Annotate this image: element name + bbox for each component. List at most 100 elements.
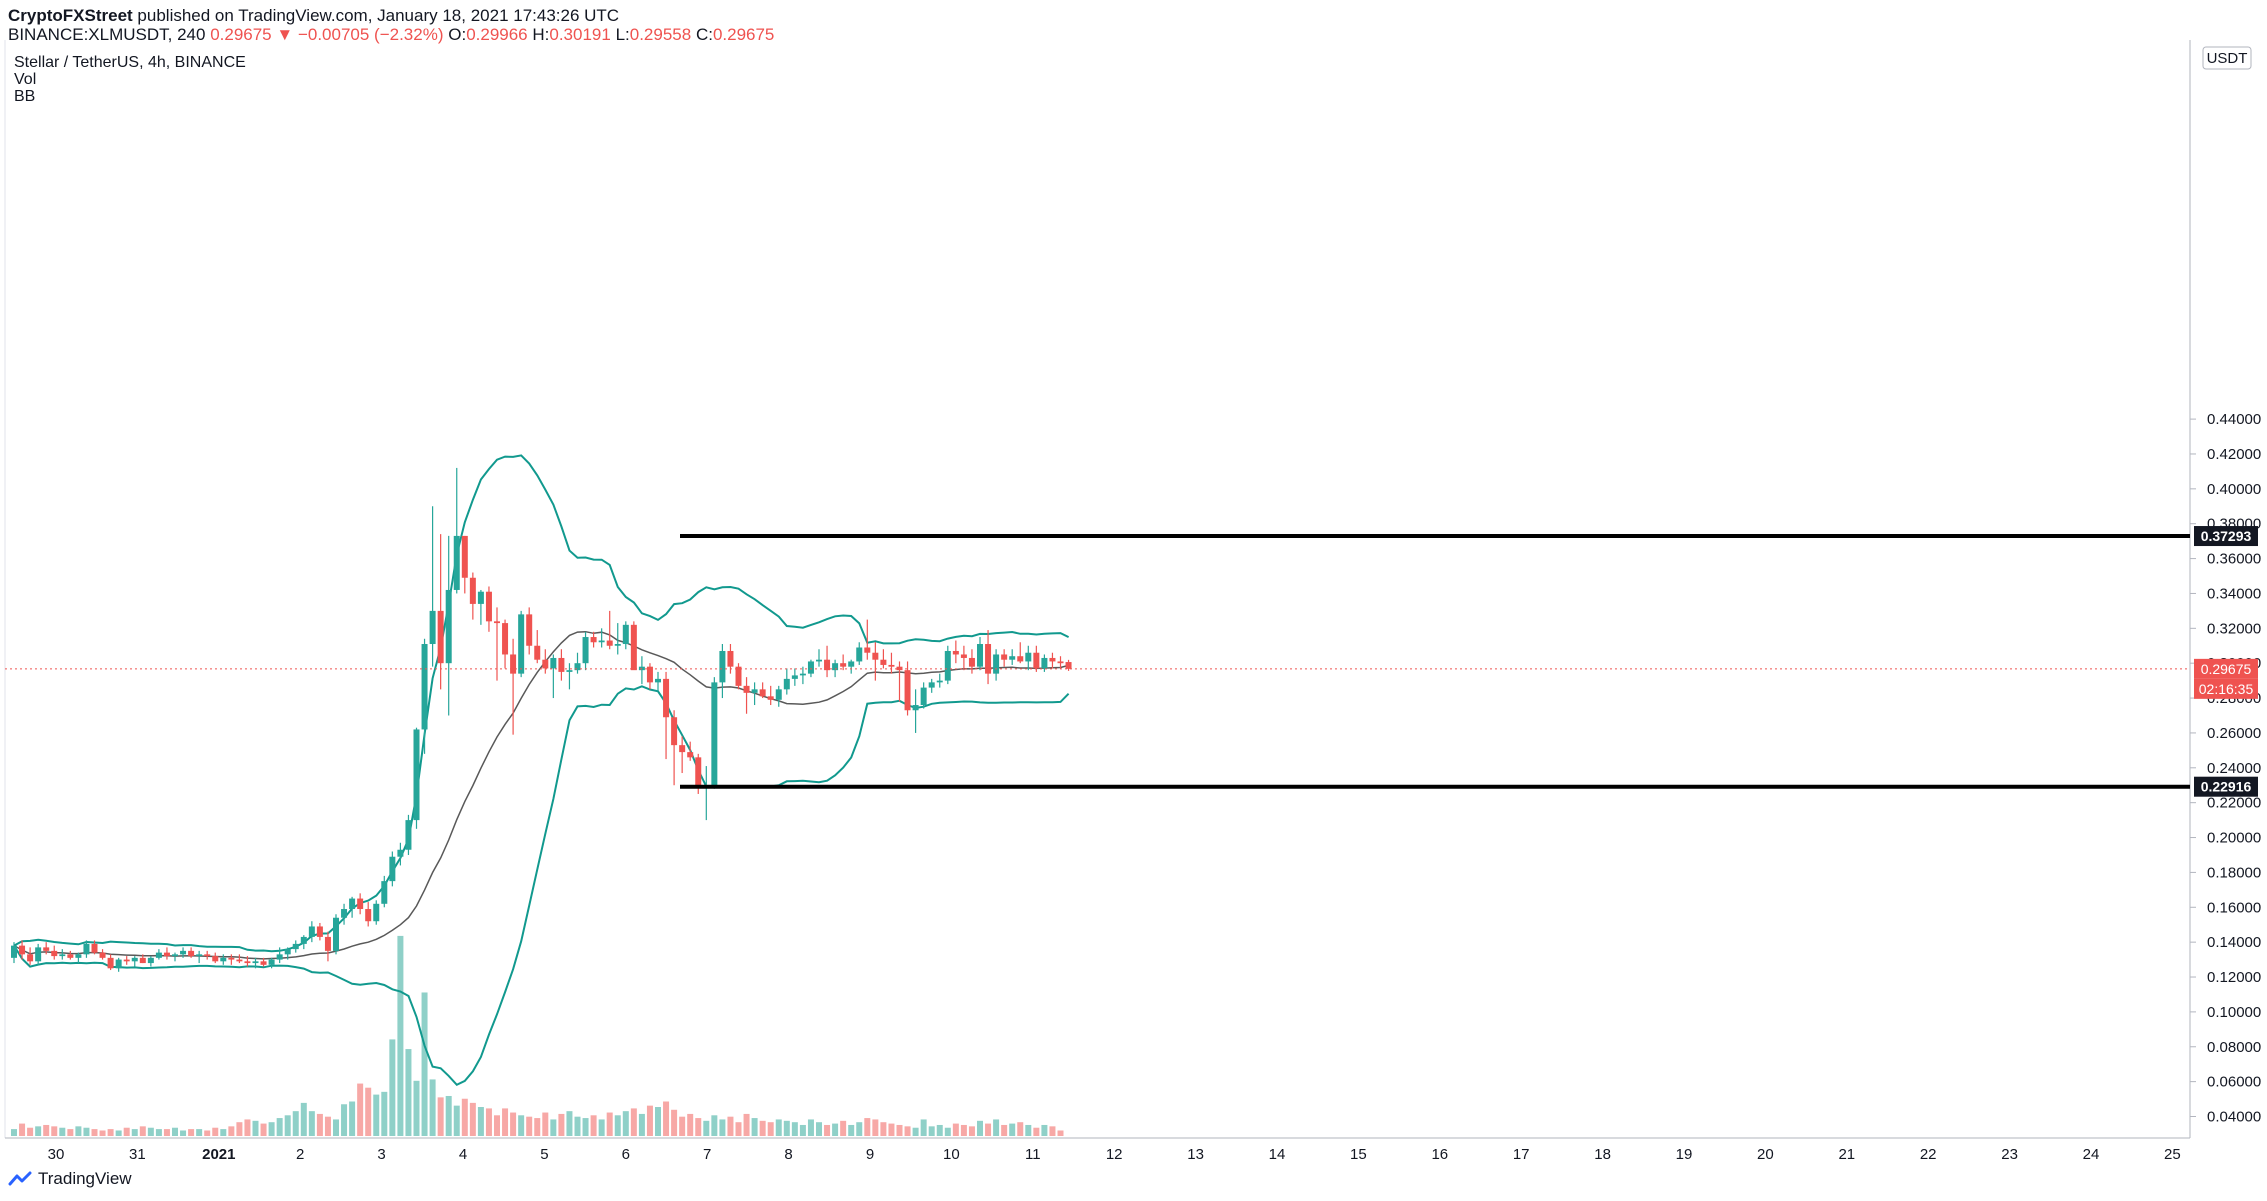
candle — [147, 956, 154, 967]
candle-body — [91, 943, 98, 953]
volume-bar — [83, 1127, 90, 1136]
tradingview-brand[interactable]: TradingView — [8, 1169, 132, 1189]
volume-bar — [872, 1119, 879, 1136]
time-axis[interactable]: 30 31 2021 2 3 4 5 6 7 8 9 10 11 12 13 14 15 16 17 18 19 20 21… — [48, 1146, 2181, 1163]
candle-body — [711, 682, 718, 786]
change-label: −0.00705 (−2.32%) — [297, 25, 444, 44]
candle-body — [389, 856, 396, 882]
candle — [19, 940, 26, 960]
countdown-badge — [2194, 678, 2258, 699]
candle — [566, 663, 573, 690]
candle — [590, 631, 597, 648]
candle — [968, 649, 975, 674]
volume-bar — [655, 1107, 661, 1136]
volume-bar — [51, 1126, 58, 1136]
volume-bar — [421, 992, 428, 1136]
volume-bar — [461, 1098, 468, 1136]
volume-bar — [848, 1124, 855, 1136]
candle-body — [510, 654, 517, 674]
volume-bar — [880, 1122, 887, 1136]
candle — [324, 931, 331, 962]
y-tick-label: 0.32000 — [2207, 620, 2261, 637]
volume-bar — [59, 1127, 66, 1136]
volume-bar — [1033, 1127, 1040, 1136]
volume-bar — [807, 1119, 814, 1136]
candle — [389, 851, 396, 887]
candle-body — [67, 954, 74, 958]
candle-body — [952, 650, 959, 655]
horizontal-levels[interactable]: 0.37293 0.22916 — [680, 526, 2258, 797]
candle — [373, 900, 380, 925]
volume-bar — [550, 1119, 557, 1136]
y-tick-label: 0.04000 — [2207, 1109, 2261, 1126]
candle-body — [743, 685, 750, 693]
candle — [212, 952, 219, 964]
legend-bb[interactable]: BB — [14, 88, 36, 105]
candle — [663, 671, 670, 760]
volume-bar — [300, 1102, 307, 1136]
candle-body — [477, 591, 484, 604]
candle — [872, 642, 879, 681]
volume-bar — [139, 1126, 146, 1136]
x-tick-label: 23 — [2001, 1146, 2018, 1163]
volume-bar — [856, 1122, 863, 1136]
volume-bar — [123, 1127, 130, 1136]
candle — [405, 814, 412, 855]
candle-body — [663, 678, 670, 718]
volume-bar — [638, 1113, 645, 1136]
candle — [445, 535, 452, 716]
candle — [333, 914, 339, 955]
candle-body — [759, 689, 766, 697]
candle — [469, 572, 476, 620]
volume-bar — [799, 1124, 806, 1136]
volume-bar — [695, 1118, 702, 1136]
candle — [300, 935, 307, 950]
close-value: 0.29675 — [712, 25, 775, 44]
candle — [799, 666, 806, 685]
candle — [268, 957, 275, 969]
price-axis[interactable]: USDT 0.04000 0.06000 0.08000 0.10000 0.12000… — [2190, 46, 2261, 1126]
candle-body — [904, 670, 911, 711]
volume-bar — [526, 1116, 533, 1136]
candle — [840, 654, 847, 671]
candle-body — [566, 670, 573, 672]
candle — [83, 940, 90, 958]
volume-bar — [993, 1119, 1000, 1136]
candle-body — [437, 610, 444, 664]
candle — [365, 902, 372, 927]
candle-body — [751, 689, 758, 693]
candle — [638, 656, 645, 685]
legend-title[interactable]: Stellar / TetherUS, 4h, BINANCE — [14, 54, 246, 71]
candle-body — [75, 954, 82, 958]
legend-vol[interactable]: Vol — [14, 71, 37, 88]
candle — [751, 682, 758, 706]
candle-body — [767, 696, 774, 700]
volume-bar — [397, 935, 404, 1136]
candle-body — [469, 577, 476, 604]
level-badge-text: 0.22916 — [2201, 779, 2252, 795]
volume-bar — [67, 1129, 74, 1136]
x-tick-label: 31 — [129, 1146, 146, 1163]
volume-bar — [260, 1123, 267, 1136]
volume-bar — [155, 1129, 162, 1136]
candle — [671, 710, 678, 786]
candle-body — [212, 956, 219, 962]
candle-body — [284, 949, 291, 955]
volume-bar — [1025, 1124, 1032, 1136]
volume-bar — [349, 1101, 356, 1136]
publisher-name[interactable]: CryptoFXStreet — [8, 6, 133, 25]
candle — [1049, 652, 1056, 669]
volume-bar — [75, 1126, 82, 1136]
candle — [510, 638, 517, 735]
currency-badge[interactable] — [2202, 46, 2252, 70]
candle — [1041, 654, 1048, 672]
volume-bar — [477, 1107, 484, 1136]
candle — [646, 663, 653, 690]
candle-body — [687, 752, 694, 758]
volume-bar — [840, 1120, 847, 1136]
candle-body — [968, 657, 975, 667]
volume-bar — [1057, 1130, 1064, 1136]
volume-bar — [252, 1120, 259, 1136]
candle-body — [180, 950, 187, 955]
